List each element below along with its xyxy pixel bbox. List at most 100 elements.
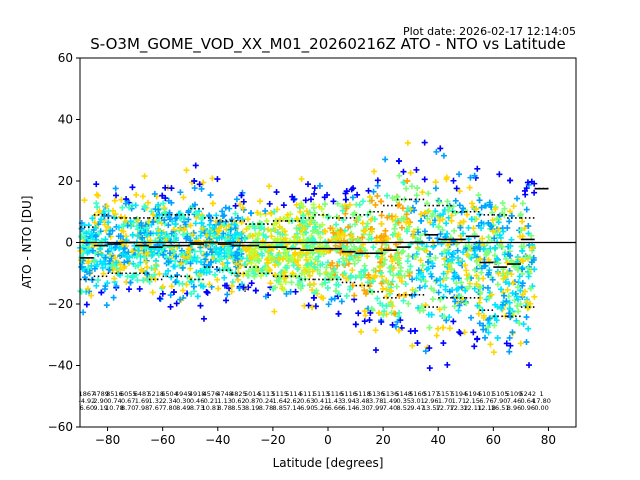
- scatter-point: [276, 223, 283, 230]
- scatter-point: [158, 229, 165, 236]
- scatter-point: [198, 185, 205, 192]
- scatter-point: [112, 244, 119, 251]
- scatter-point: [404, 258, 411, 265]
- scatter-point: [403, 211, 410, 218]
- scatter-point: [310, 201, 317, 208]
- scatter-point: [460, 205, 467, 212]
- scatter-point: [238, 192, 245, 199]
- scatter-point: [435, 223, 442, 230]
- scatter-point: [295, 281, 302, 288]
- scatter-point: [404, 139, 411, 146]
- scatter-point: [413, 166, 420, 173]
- scatter-point: [523, 314, 530, 321]
- scatter-point: [465, 224, 472, 231]
- scatter-point: [232, 231, 239, 238]
- scatter-point: [495, 226, 502, 233]
- bin-stat-value: 3.94: [341, 397, 355, 405]
- scatter-point: [528, 232, 535, 239]
- scatter-point: [333, 221, 340, 228]
- scatter-point: [315, 230, 322, 237]
- scatter-point: [100, 210, 107, 217]
- scatter-point: [370, 188, 377, 195]
- scatter-point: [271, 208, 278, 215]
- scatter-point: [485, 219, 492, 226]
- scatter-point: [351, 260, 358, 267]
- scatter-point: [356, 213, 363, 220]
- scatter-point: [523, 339, 530, 346]
- scatter-point: [378, 233, 385, 240]
- bin-stat-value: 8.96: [507, 404, 521, 412]
- scatter-point: [96, 230, 103, 237]
- bin-stat-value: 5136: [368, 390, 385, 398]
- scatter-point: [361, 308, 368, 315]
- scatter-point: [499, 301, 506, 308]
- scatter-point: [299, 219, 306, 226]
- scatter-point: [471, 266, 478, 273]
- scatter-point: [207, 217, 214, 224]
- scatter-point: [263, 217, 270, 224]
- scatter-point: [123, 253, 130, 260]
- scatter-point: [397, 267, 404, 274]
- scatter-point: [444, 268, 451, 275]
- scatter-point: [330, 229, 337, 236]
- bin-stat-value: 5101: [478, 390, 495, 398]
- scatter-point: [244, 272, 251, 279]
- scatter-point: [179, 280, 186, 287]
- scatter-point: [167, 303, 174, 310]
- scatter-point: [188, 290, 195, 297]
- scatter-point: [120, 228, 127, 235]
- scatter-point: [440, 211, 447, 218]
- scatter-point: [498, 305, 505, 312]
- scatter-point: [517, 211, 524, 218]
- scatter-point: [396, 201, 403, 208]
- scatter-point: [126, 204, 133, 211]
- scatter-point: [460, 218, 467, 225]
- scatter-point: [382, 156, 389, 163]
- x-tick-label: −60: [150, 433, 175, 447]
- scatter-point: [469, 200, 476, 207]
- scatter-point: [388, 213, 395, 220]
- scatter-point: [192, 201, 198, 208]
- bin-stat-value: 1867: [79, 390, 96, 398]
- bin-stat-value: 8.78: [259, 404, 273, 412]
- scatter-point: [187, 260, 194, 267]
- scatter-point: [522, 254, 529, 261]
- scatter-point: [222, 218, 229, 225]
- scatter-point: [170, 263, 177, 270]
- scatter-point: [102, 254, 109, 261]
- bin-stat-value: -4.92: [78, 397, 95, 405]
- scatter-point: [318, 205, 325, 212]
- scatter-point: [214, 276, 221, 283]
- scatter-point: [289, 270, 296, 277]
- scatter-point: [150, 218, 157, 225]
- scatter-point: [284, 254, 291, 261]
- scatter-point: [389, 321, 396, 328]
- scatter-point: [396, 172, 403, 179]
- scatter-point: [299, 231, 306, 238]
- scatter-point: [179, 264, 186, 271]
- scatter-point: [156, 295, 163, 302]
- scatter-point: [417, 232, 424, 239]
- scatter-point: [180, 231, 187, 238]
- scatter-point: [139, 193, 146, 200]
- scatter-point: [167, 216, 174, 223]
- scatter-point: [352, 274, 359, 281]
- scatter-point: [124, 222, 131, 229]
- scatter-point: [324, 271, 331, 278]
- scatter-point: [374, 193, 381, 200]
- scatter-point: [200, 283, 207, 290]
- scatter-point: [127, 279, 134, 286]
- scatter-point: [374, 182, 381, 189]
- scatter-point: [264, 260, 271, 267]
- scatter-point: [510, 203, 517, 210]
- scatter-point: [93, 181, 100, 188]
- x-tick-label: 20: [375, 433, 390, 447]
- scatter-point: [413, 198, 420, 205]
- scatter-point: [445, 258, 452, 265]
- scatter-point: [241, 236, 248, 243]
- scatter-point: [485, 249, 492, 256]
- scatter-point: [487, 341, 494, 348]
- scatter-point: [343, 205, 350, 212]
- y-tick-label: 40: [58, 113, 73, 127]
- scatter-point: [374, 177, 381, 184]
